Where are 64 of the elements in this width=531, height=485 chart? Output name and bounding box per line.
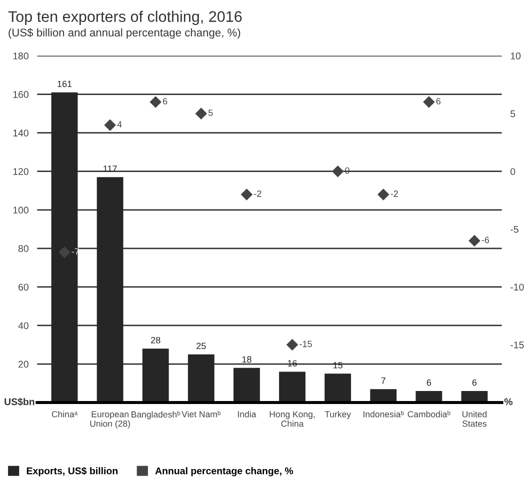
point — [332, 166, 344, 177]
point — [241, 188, 252, 200]
data-label: 161 — [58, 80, 72, 88]
x-tick-label: European Union (28) — [90, 411, 130, 428]
x-tick-label: United States — [462, 410, 487, 427]
y2-tick-label: -15 — [510, 342, 524, 348]
data-label: 18 — [242, 356, 252, 363]
bar — [96, 177, 124, 403]
x-tick-label: Bangladeshᵇ — [132, 410, 180, 420]
bar — [324, 374, 352, 403]
bar — [51, 92, 78, 403]
bar — [279, 372, 306, 403]
y-tick-label: 140 — [13, 130, 28, 136]
chart-subtitle: (US$ billion and annual percentage change, %) — [8, 28, 240, 39]
y-tick-label: 40 — [18, 322, 28, 330]
point — [423, 96, 435, 108]
x-tick-label: Turkey — [324, 410, 351, 420]
y-tick-label: 160 — [13, 91, 28, 98]
y-tick-label: 100 — [13, 206, 28, 214]
data-label: 25 — [196, 342, 206, 350]
y2-tick-label: 0 — [510, 168, 516, 175]
data-label: -2 — [254, 190, 262, 197]
y-tick-label: 120 — [13, 168, 28, 175]
y2-tick-label: -5 — [510, 226, 518, 233]
legend-label: Exports, US$ billion — [26, 466, 118, 476]
point — [58, 246, 70, 258]
y2-tick-label: 10 — [510, 52, 521, 60]
data-label: 117 — [104, 166, 117, 172]
data-label: -6 — [482, 236, 490, 244]
point — [196, 108, 207, 120]
point — [378, 188, 389, 200]
y-tick-label: 180 — [13, 52, 28, 60]
bar — [233, 368, 260, 403]
legend-label: Annual percentage change, % — [155, 467, 294, 476]
y-tick-label: 80 — [18, 245, 28, 252]
data-label: 6 — [436, 98, 440, 104]
point — [150, 96, 162, 108]
data-label: -2 — [390, 190, 398, 197]
data-label: 5 — [208, 110, 213, 116]
x-tick-label: Hong Kong, China — [270, 411, 315, 427]
data-label: 4 — [117, 121, 122, 128]
y-tick-label: 60 — [18, 284, 28, 291]
x-tick-label: Viet Namᵇ — [182, 410, 220, 418]
point — [104, 120, 116, 131]
bar — [142, 348, 169, 403]
data-label: 28 — [151, 336, 160, 344]
x-tick-label: Chinaᵃ — [52, 410, 78, 418]
data-label: -15 — [300, 340, 312, 348]
bar — [188, 354, 214, 403]
point — [468, 235, 480, 246]
x-tick-label: India — [238, 410, 256, 418]
y2-axis-title: % — [504, 398, 513, 406]
point — [286, 339, 298, 350]
data-label: 6 — [163, 98, 168, 104]
x-tick-label: Indonesiaᵇ — [364, 410, 404, 418]
chart-title: Top ten exporters of clothing, 2016 — [8, 10, 242, 25]
y-tick-label: 20 — [18, 360, 28, 368]
x-tick-label: Cambodiaᵇ — [408, 410, 450, 418]
y2-tick-label: -10 — [510, 284, 524, 291]
data-label: 6 — [472, 379, 477, 386]
y2-tick-label: 5 — [510, 110, 516, 118]
data-label: 6 — [426, 379, 432, 386]
y-axis-title: US$bn — [4, 398, 34, 406]
data-label: 7 — [381, 378, 386, 384]
